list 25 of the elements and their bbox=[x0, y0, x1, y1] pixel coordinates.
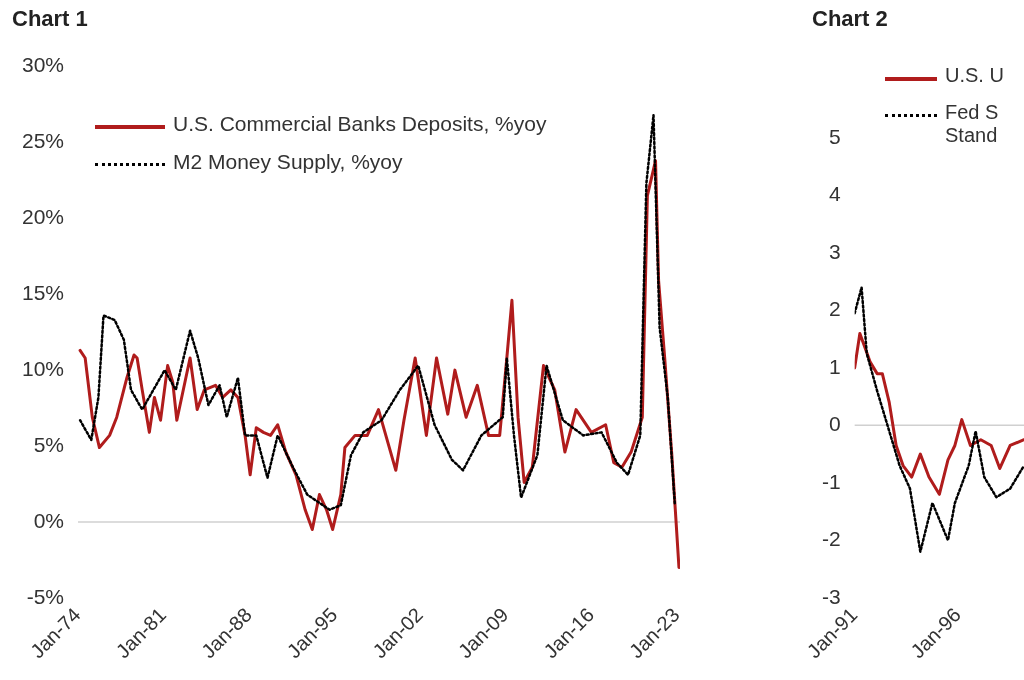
y-tick-label: 5% bbox=[33, 432, 65, 456]
legend-label: Fed S Stand bbox=[945, 101, 1000, 147]
line-series bbox=[78, 113, 677, 512]
chart-title: Chart 1 bbox=[12, 6, 88, 32]
chart-title: Chart 2 bbox=[812, 6, 888, 32]
y-tick-label: -3 bbox=[821, 584, 841, 608]
legend-label: U.S. Commercial Banks Deposits, %yoy bbox=[173, 112, 547, 136]
y-tick-label: 20% bbox=[22, 205, 65, 229]
y-tick-label: -5% bbox=[26, 584, 65, 608]
y-tick-label: -1 bbox=[821, 469, 841, 493]
legend-label: M2 Money Supply, %yoy bbox=[173, 150, 403, 174]
y-tick-label: 15% bbox=[22, 281, 65, 305]
y-tick-label: -2 bbox=[821, 527, 841, 551]
y-tick-label: 10% bbox=[22, 356, 65, 380]
y-tick-label: 0% bbox=[33, 508, 65, 532]
y-tick-label: 25% bbox=[22, 129, 65, 153]
y-tick-label: 2 bbox=[828, 297, 841, 321]
y-tick-label: 0 bbox=[828, 412, 841, 436]
y-tick-label: 1 bbox=[828, 354, 841, 378]
y-tick-label: 3 bbox=[828, 239, 841, 263]
y-tick-label: 5 bbox=[828, 124, 841, 148]
legend-label: U.S. U bbox=[945, 64, 1004, 87]
line-series bbox=[854, 286, 1024, 554]
y-tick-label: 30% bbox=[22, 53, 65, 77]
y-tick-label: 4 bbox=[828, 182, 841, 206]
